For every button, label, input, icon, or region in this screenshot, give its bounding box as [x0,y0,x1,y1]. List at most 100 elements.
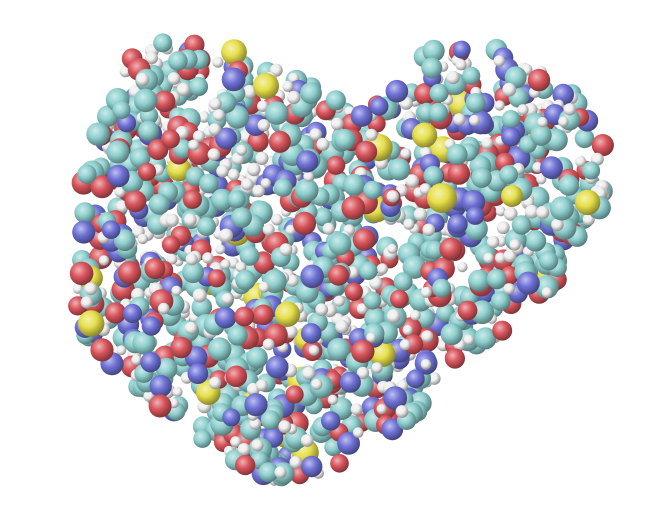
carbon-atom [530,124,552,146]
carbon-atom [327,337,351,362]
hydrogen-atom [236,144,248,156]
hydrogen-atom [563,103,576,116]
oxygen-atom [225,365,248,388]
hydrogen-atom [402,325,413,336]
hydrogen-atom [403,218,415,230]
carbon-atom [524,230,547,252]
carbon-atom [191,296,213,318]
hydrogen-atom [494,252,506,264]
hydrogen-atom [278,420,292,434]
nitrogen-atom [406,369,425,389]
carbon-atom [462,66,481,85]
oxygen-atom [326,155,346,175]
oxygen-atom [207,269,226,288]
carbon-atom [333,128,356,151]
carbon-atom [440,323,463,346]
hydrogen-atom [208,123,221,136]
hydrogen-atom [285,224,296,236]
carbon-atom [132,331,156,355]
hydrogen-atom [114,186,126,198]
hydrogen-atom [227,168,240,181]
hydrogen-atom [235,261,247,273]
carbon-atom [471,167,492,188]
oxygen-atom [252,304,274,326]
hydrogen-atom [80,296,94,309]
hydrogen-atom [185,253,198,266]
carbon-atom [227,190,246,209]
hydrogen-atom [486,235,500,249]
hydrogen-atom [216,164,229,178]
oxygen-atom [268,130,291,153]
oxygen-atom [234,306,255,327]
carbon-atom [182,261,204,284]
nitrogen-atom [149,374,172,398]
hydrogen-atom [311,378,323,390]
hydrogen-atom [202,252,214,264]
oxygen-atom [352,228,376,251]
carbon-atom [549,196,574,221]
hydrogen-atom [300,434,314,447]
hydrogen-atom [274,466,287,479]
oxygen-atom [161,129,180,149]
hydrogen-atom [251,439,264,452]
sulfur-atom [78,310,105,337]
hydrogen-atom [422,223,436,237]
nitrogen-atom [187,363,209,384]
hydrogen-atom [116,345,127,356]
nitrogen-atom [141,316,161,336]
carbon-atom [428,102,449,123]
hydrogen-atom [219,228,234,243]
carbon-atom [425,240,445,260]
carbon-atom [148,193,170,215]
carbon-atom [422,39,445,62]
oxygen-atom [247,130,269,152]
carbon-atom [343,173,365,196]
hydrogen-atom [333,295,345,307]
hydrogen-atom [420,359,432,370]
carbon-atom [325,90,346,111]
hydrogen-atom [350,403,363,416]
hydrogen-atom [198,111,210,123]
hydrogen-atom [387,243,398,254]
hydrogen-atom [420,286,432,298]
hydrogen-atom [366,332,377,343]
carbon-atom [235,269,256,291]
nitrogen-atom [72,220,96,244]
hydrogen-atom [287,90,301,105]
carbon-atom [468,269,490,292]
oxygen-atom [457,300,478,321]
carbon-atom [574,128,595,149]
hydrogen-atom [240,178,254,191]
oxygen-atom [90,175,114,199]
hydrogen-atom [399,339,411,351]
hydrogen-atom [483,252,494,264]
carbon-atom [77,164,97,184]
nitrogen-atom [369,96,389,116]
carbon-atom [511,215,532,235]
hydrogen-atom [208,376,222,390]
hydrogen-atom [537,117,548,128]
carbon-atom [265,101,289,125]
sulfur-atom [253,73,279,99]
hydrogen-atom [279,243,293,257]
oxygen-atom [414,83,436,105]
hydrogen-atom [330,117,344,131]
carbon-atom [133,88,158,113]
nitrogen-atom [296,150,319,173]
oxygen-atom [153,90,176,113]
hydrogen-atom [356,366,370,380]
hydrogen-atom [166,253,178,265]
carbon-atom [211,188,234,211]
hydrogen-atom [207,148,221,161]
hydrogen-atom [262,223,275,236]
hydrogen-atom [145,51,159,65]
hydrogen-atom [271,213,283,226]
hydrogen-atom [215,244,226,255]
hydrogen-atom [212,56,224,68]
oxygen-atom [591,134,614,157]
hydrogen-atom [184,321,198,335]
nitrogen-atom [385,79,409,103]
carbon-atom [193,429,212,448]
